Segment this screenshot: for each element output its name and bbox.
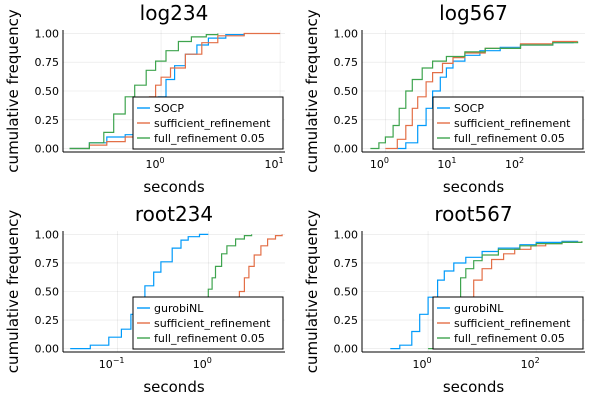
- x-tick-label: 100: [370, 156, 389, 171]
- y-tick-label: 0.50: [35, 286, 60, 299]
- legend-box: [132, 296, 284, 350]
- y-tick-label: 0.50: [334, 85, 359, 98]
- y-tick-label: 0.75: [334, 56, 359, 69]
- x-tick-label: 101: [265, 156, 284, 171]
- chart-title: root234: [135, 202, 213, 226]
- legend-box: [432, 96, 584, 150]
- legend-label: sufficient_refinement: [454, 117, 571, 130]
- x-tick-label: 102: [505, 156, 524, 171]
- legend-label: sufficient_refinement: [154, 117, 271, 130]
- y-tick-label: 0.50: [334, 286, 359, 299]
- legend-label: full_refinement 0.05: [454, 132, 565, 145]
- legend: SOCP sufficient_refinement full_refinement…: [132, 96, 284, 150]
- series-line-1: [69, 32, 281, 150]
- y-tick-label: 1.00: [35, 228, 60, 241]
- legend-label: gurobiNL: [154, 302, 204, 315]
- y-tick-label: 1.00: [35, 27, 60, 40]
- y-tick-label: 0.25: [334, 114, 359, 127]
- x-axis-label: seconds: [143, 378, 204, 396]
- x-tick-label: 102: [521, 356, 540, 371]
- series-line-2: [69, 33, 219, 150]
- y-tick-label: 0.25: [35, 314, 60, 327]
- y-tick-label: 0.00: [35, 143, 60, 156]
- x-tick-label: 100: [193, 356, 212, 371]
- y-tick-label: 0.00: [334, 143, 359, 156]
- chart-panel-1: 0.00 0.25 0.50 0.75 1.00 100 101 102 log567 secon…: [303, 1, 585, 196]
- legend-label: gurobiNL: [454, 302, 504, 315]
- legend: gurobiNL sufficient_refinement full_refine…: [132, 296, 284, 350]
- legend: SOCP sufficient_refinement full_refinement…: [432, 96, 584, 150]
- y-tick-label: 0.50: [35, 85, 60, 98]
- legend-box: [132, 96, 284, 150]
- legend-label: full_refinement 0.05: [154, 332, 265, 345]
- y-tick-label: 0.75: [35, 257, 60, 270]
- legend: gurobiNL sufficient_refinement full_refine…: [432, 296, 584, 350]
- x-axis-label: seconds: [443, 178, 504, 196]
- series-line-0: [390, 240, 579, 350]
- series-line-2: [370, 41, 579, 150]
- legend-label: SOCP: [454, 102, 484, 115]
- legend-label: SOCP: [154, 102, 184, 115]
- y-tick-label: 1.00: [334, 27, 359, 40]
- chart-panel-0: 0.00 0.25 0.50 0.75 1.00 100 101 log234 seconds c…: [4, 1, 285, 196]
- y-tick-label: 1.00: [334, 228, 359, 241]
- chart-panel-2: 0.00 0.25 0.50 0.75 1.00 10−1 100 root234 second…: [4, 202, 285, 396]
- y-axis-label: cumulative frequency: [303, 9, 321, 173]
- y-tick-label: 0.75: [35, 56, 60, 69]
- y-tick-label: 0.25: [334, 314, 359, 327]
- y-axis-label: cumulative frequency: [4, 210, 22, 374]
- x-tick-label: 100: [413, 356, 432, 371]
- x-tick-label: 101: [437, 156, 456, 171]
- legend-box: [432, 296, 584, 350]
- chart-title: log567: [439, 1, 508, 25]
- series-line-0: [70, 233, 209, 350]
- y-tick-label: 0.75: [334, 257, 359, 270]
- y-axis-label: cumulative frequency: [303, 210, 321, 374]
- x-tick-label: 100: [146, 156, 165, 171]
- chart-title: log234: [140, 1, 209, 25]
- x-tick-label: 10−1: [99, 356, 125, 371]
- x-axis-label: seconds: [443, 378, 504, 396]
- legend-label: sufficient_refinement: [154, 317, 271, 330]
- y-tick-label: 0.00: [35, 343, 60, 356]
- legend-label: full_refinement 0.05: [154, 132, 265, 145]
- legend-label: full_refinement 0.05: [454, 332, 565, 345]
- y-axis-label: cumulative frequency: [4, 9, 22, 173]
- x-axis-label: seconds: [143, 178, 204, 196]
- legend-label: sufficient_refinement: [454, 317, 571, 330]
- y-tick-label: 0.25: [35, 114, 60, 127]
- chart-title: root567: [434, 202, 512, 226]
- chart-panel-3: 0.00 0.25 0.50 0.75 1.00 100 102 root567 seconds…: [303, 202, 585, 396]
- y-tick-label: 0.00: [334, 343, 359, 356]
